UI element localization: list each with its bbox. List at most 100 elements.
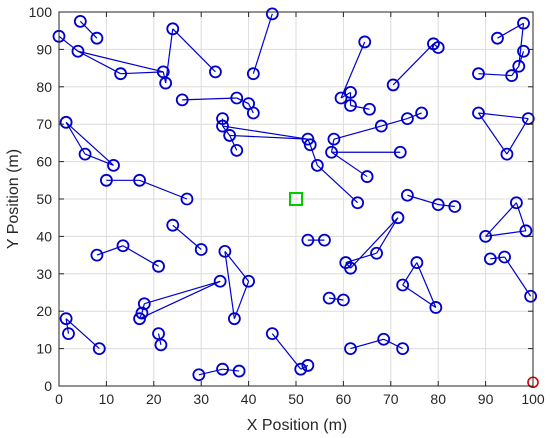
link-line bbox=[485, 202, 517, 237]
node-marker bbox=[301, 359, 315, 372]
node-marker bbox=[483, 252, 497, 266]
node-marker bbox=[246, 67, 260, 81]
node-marker bbox=[500, 147, 514, 161]
link-line bbox=[504, 256, 532, 297]
node-marker bbox=[318, 233, 331, 247]
node-marker bbox=[135, 306, 149, 320]
node-marker bbox=[517, 44, 530, 58]
link-line bbox=[65, 121, 114, 166]
x-tick-label: 0 bbox=[55, 391, 63, 407]
node-marker bbox=[327, 132, 341, 146]
node-marker bbox=[246, 106, 260, 120]
link-line bbox=[229, 135, 238, 151]
y-tick-label: 50 bbox=[36, 191, 52, 207]
y-tick-label: 70 bbox=[36, 116, 52, 132]
node-marker bbox=[73, 14, 87, 28]
center-square-marker bbox=[289, 192, 303, 206]
link-line bbox=[182, 97, 237, 101]
link-line bbox=[120, 71, 164, 75]
link-line bbox=[506, 118, 529, 155]
node-marker bbox=[491, 31, 504, 45]
node-marker bbox=[386, 78, 400, 92]
link-line bbox=[383, 338, 403, 350]
x-tick-label: 50 bbox=[288, 391, 304, 407]
link-line bbox=[172, 28, 216, 73]
link-line bbox=[376, 217, 399, 254]
node-marker bbox=[100, 173, 113, 187]
y-tick-label: 10 bbox=[36, 341, 52, 357]
node-marker bbox=[351, 196, 365, 210]
link-line bbox=[65, 318, 100, 350]
node-marker bbox=[370, 246, 383, 260]
node-marker bbox=[59, 312, 73, 326]
node-marker bbox=[344, 342, 357, 356]
node-marker bbox=[360, 170, 374, 183]
node-marker bbox=[166, 22, 180, 36]
node-marker bbox=[175, 93, 189, 107]
x-tick-label: 60 bbox=[336, 391, 352, 407]
node-marker bbox=[213, 274, 227, 288]
node-marker bbox=[512, 59, 526, 73]
node-marker bbox=[218, 244, 232, 258]
x-tick-label: 70 bbox=[383, 391, 399, 407]
node-marker bbox=[216, 119, 229, 133]
link-line bbox=[381, 118, 408, 127]
link-line bbox=[300, 364, 309, 370]
node-marker bbox=[294, 362, 308, 376]
node-marker bbox=[400, 112, 414, 125]
node-marker bbox=[265, 327, 279, 341]
node-marker bbox=[71, 44, 85, 58]
link-line bbox=[79, 20, 98, 39]
node-marker bbox=[429, 301, 443, 314]
node-marker bbox=[230, 91, 244, 105]
node-marker bbox=[410, 256, 424, 269]
node-marker bbox=[90, 248, 104, 262]
link-line bbox=[329, 297, 344, 301]
link-line bbox=[309, 144, 318, 166]
node-marker bbox=[90, 31, 104, 45]
node-marker bbox=[505, 69, 519, 82]
node-marker bbox=[301, 233, 315, 247]
link-line bbox=[236, 97, 249, 105]
node-marker bbox=[232, 364, 246, 378]
node-marker bbox=[344, 86, 357, 99]
x-tick-label: 100 bbox=[521, 391, 545, 407]
node-marker bbox=[223, 129, 237, 142]
node-marker bbox=[391, 211, 405, 225]
x-tick-label: 10 bbox=[99, 391, 115, 407]
node-marker bbox=[322, 291, 336, 305]
y-tick-label: 90 bbox=[36, 41, 52, 57]
node-marker bbox=[116, 239, 130, 253]
link-line bbox=[139, 179, 188, 200]
x-axis-label: X Position (m) bbox=[247, 417, 347, 434]
node-marker bbox=[400, 188, 414, 202]
x-tick-label: 20 bbox=[146, 391, 162, 407]
link-line bbox=[224, 251, 235, 319]
link-line bbox=[316, 164, 359, 204]
node-marker bbox=[498, 250, 511, 264]
node-marker bbox=[230, 143, 244, 157]
link-line bbox=[165, 28, 174, 84]
node-marker bbox=[133, 173, 146, 187]
node-marker bbox=[310, 158, 324, 172]
node-marker bbox=[133, 312, 146, 326]
y-tick-label: 80 bbox=[36, 79, 52, 95]
node-marker bbox=[479, 229, 493, 243]
node-marker bbox=[154, 338, 168, 352]
link-line bbox=[65, 318, 70, 334]
link-line bbox=[392, 43, 434, 86]
node-marker bbox=[166, 218, 180, 232]
y-tick-label: 100 bbox=[29, 4, 53, 20]
link-line bbox=[122, 245, 159, 267]
link-line bbox=[438, 204, 455, 208]
link-line bbox=[407, 112, 422, 120]
link-line bbox=[77, 50, 121, 75]
y-tick-label: 20 bbox=[36, 303, 52, 319]
link-line bbox=[402, 262, 418, 286]
link-line bbox=[340, 41, 366, 99]
link-line bbox=[331, 151, 368, 178]
node-marker bbox=[303, 138, 317, 152]
node-marker bbox=[194, 243, 208, 256]
node-marker bbox=[334, 91, 348, 105]
